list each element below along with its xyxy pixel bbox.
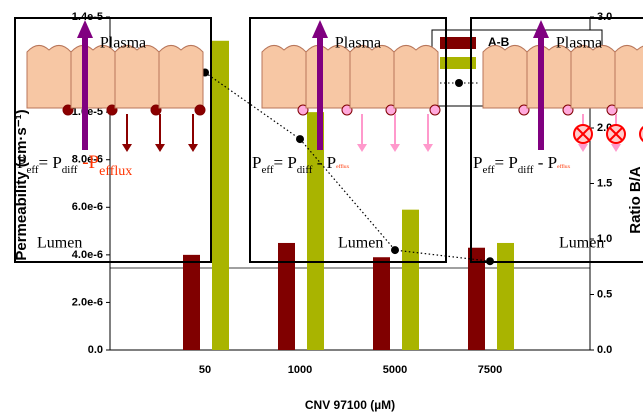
equation-part: diff [297, 164, 313, 176]
cell [570, 45, 616, 109]
y-tick-label: 6.0e-6 [72, 201, 103, 213]
equation-part: - P [312, 153, 336, 172]
equation-part: eff [26, 164, 38, 176]
equation-part: diff [62, 164, 78, 176]
equation-part: = P [38, 153, 61, 172]
diagram-box [14, 17, 212, 263]
efflux-arrow-head [357, 144, 367, 152]
y2-tick-label: 0.0 [597, 344, 612, 356]
efflux-arrow-head [155, 144, 165, 152]
ratio-line [204, 72, 491, 262]
equation: Peff= Pdiff - Pefflux [473, 153, 571, 176]
equation-part: efflux [99, 164, 132, 179]
efflux-arrow-head [578, 144, 588, 152]
y2-tick-label: 0.5 [597, 288, 612, 300]
diagram-box [470, 17, 643, 263]
ratio-point [391, 246, 399, 255]
cell [114, 45, 160, 109]
equation-part: P [252, 153, 261, 172]
diagram: Plasma Peff= Pdiff -Pefflux Lumen [14, 17, 212, 263]
bar [307, 112, 324, 351]
cell [305, 45, 351, 109]
equation-part: efflux [336, 163, 349, 170]
cell [158, 45, 204, 109]
lumen-label: Lumen [37, 235, 82, 252]
bar [373, 257, 390, 350]
x-tick-label: 5000 [383, 364, 407, 376]
bar [497, 242, 514, 350]
y-tick-label: 8.0e-6 [72, 154, 103, 166]
y-tick-label: 0.0 [88, 344, 103, 356]
y2-tick-label: 3.0 [597, 11, 612, 23]
transporter [194, 104, 206, 116]
legend-swatch [440, 57, 476, 69]
y-tick-label: 2.0e-6 [72, 296, 103, 308]
equation-part: = P [494, 153, 517, 172]
equation-part: P [17, 153, 26, 172]
efflux-arrow-head [122, 144, 132, 152]
equation: Peff= Pdiff - Pefflux [252, 153, 350, 176]
cell [614, 45, 643, 109]
efflux-arrow-head [188, 144, 198, 152]
y-tick-label: 4.0e-6 [72, 249, 103, 261]
equation-part: -P [77, 152, 99, 173]
y2-axis-label: Ratio B/A [627, 166, 643, 234]
legend-swatch [440, 37, 476, 49]
equation-part: eff [261, 164, 273, 176]
equation-part: efflux [557, 163, 570, 170]
cell [482, 45, 528, 109]
x-tick-label: 7500 [478, 364, 502, 376]
legend-dot [455, 79, 463, 87]
cell [70, 45, 116, 109]
cell [26, 45, 72, 109]
bar [183, 254, 200, 350]
influx-arrow-head [312, 20, 328, 38]
bar [402, 209, 419, 350]
bar [212, 40, 229, 351]
x-tick-label: 1000 [288, 364, 312, 376]
equation-part: diff [518, 164, 534, 176]
efflux-arrow-head [423, 144, 433, 152]
cell [261, 45, 307, 109]
lumen-label: Lumen [559, 235, 604, 252]
ratio-point [296, 135, 304, 144]
lumen-label: Lumen [338, 235, 383, 252]
efflux-arrow-head [390, 144, 400, 152]
cell [526, 45, 572, 109]
inhibitor-cross [609, 127, 623, 141]
x-tick-label: 50 [199, 364, 211, 376]
equation-part: - P [533, 153, 557, 172]
equation: Peff= Pdiff -Pefflux [17, 152, 132, 178]
diagram: Plasma Peff= Pdiff - Pefflux Lumen [470, 17, 643, 263]
diagram: Plasma Peff= Pdiff - Pefflux Lumen [249, 17, 447, 263]
y-axis-label: Permeability (cm·s⁻¹) [13, 109, 30, 260]
plasma-label: Plasma [556, 35, 602, 52]
influx-arrow-head [533, 20, 549, 38]
efflux-arrow-head [611, 144, 621, 152]
equation-part: eff [482, 164, 494, 176]
cell [393, 45, 439, 109]
transporter [429, 104, 441, 116]
cell [349, 45, 395, 109]
plasma-label: Plasma [335, 35, 381, 52]
y-tick-label: 1.4e-5 [72, 11, 103, 23]
x-axis-label: CNV 97100 (µM) [305, 398, 395, 412]
influx-arrow-head [77, 20, 93, 38]
equation-part: = P [273, 153, 296, 172]
bar [278, 242, 295, 350]
bar [468, 247, 485, 350]
inhibitor-cross [576, 127, 590, 141]
equation-part: P [473, 153, 482, 172]
inhibitor [639, 126, 643, 142]
y2-tick-label: 1.5 [597, 177, 612, 189]
diagram-box [249, 17, 447, 263]
y2-tick-label: 1.0 [597, 233, 612, 245]
plasma-label: Plasma [100, 35, 146, 52]
